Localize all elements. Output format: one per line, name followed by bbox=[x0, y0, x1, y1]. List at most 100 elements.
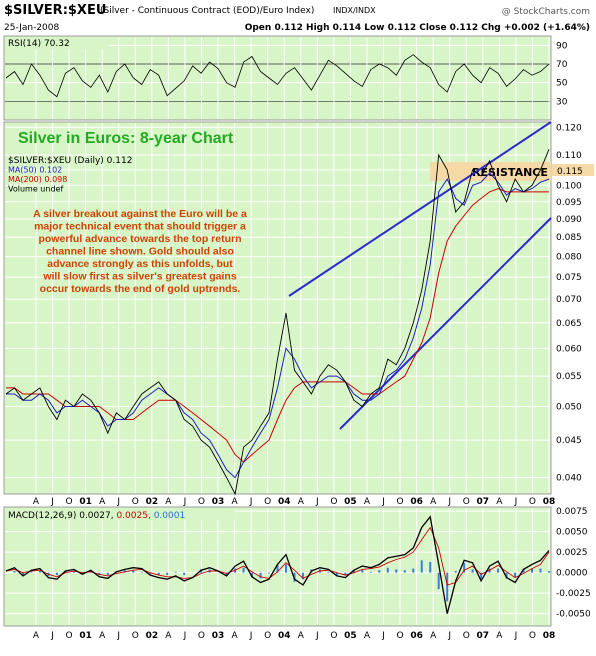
x-axis-label: J bbox=[50, 497, 54, 507]
x-axis-label: O bbox=[529, 631, 536, 641]
x-axis-label: 01 bbox=[79, 631, 92, 641]
annotation-line: advance strongly as this unfolds, but bbox=[47, 258, 233, 270]
x-axis-label: A bbox=[364, 631, 371, 641]
legend-entry: Volume undef bbox=[8, 185, 63, 194]
macd-tick-label: -0.0025 bbox=[556, 589, 591, 599]
x-axis-label: O bbox=[463, 497, 470, 507]
x-axis-label: O bbox=[397, 631, 404, 641]
x-axis-label: A bbox=[33, 497, 40, 507]
macd-label: MACD(12,26,9) 0.0027, 0.0025, 0.0001 bbox=[8, 511, 185, 521]
x-axis-label: A bbox=[231, 631, 238, 641]
x-axis-label: 05 bbox=[344, 497, 357, 507]
ma50-line bbox=[6, 172, 550, 479]
x-axis-label: J bbox=[315, 497, 319, 507]
price-tick-label: 0.055 bbox=[556, 372, 582, 382]
price-tick-label: 0.085 bbox=[556, 233, 582, 243]
x-axis-label: J bbox=[447, 631, 451, 641]
x-axis-label: 01 bbox=[79, 497, 92, 507]
legend-entry: MA(50) 0.102 bbox=[8, 166, 62, 175]
annotation-text: A silver breakout against the Euro will … bbox=[33, 208, 247, 295]
price-tick-label: 0.065 bbox=[556, 319, 582, 329]
macd-hist-value: 0.0001 bbox=[154, 511, 186, 521]
x-axis-label: A bbox=[298, 631, 305, 641]
rsi-panel-bg bbox=[3, 35, 552, 121]
price-tick-label: 0.075 bbox=[556, 273, 582, 283]
annotation-line: A silver breakout against the Euro will … bbox=[33, 208, 247, 220]
x-axis-label: O bbox=[198, 631, 205, 641]
price-tick-label: 0.070 bbox=[556, 295, 582, 305]
rsi-tick-label: 70 bbox=[556, 60, 568, 70]
x-axis-label: 08 bbox=[543, 497, 556, 507]
rsi-tick-labels: 90 70 50 30 bbox=[556, 41, 568, 107]
x-axis-label: O bbox=[463, 631, 470, 641]
price-tick-label: 0.045 bbox=[556, 436, 582, 446]
chart-symbol: $SILVER:$XEU bbox=[4, 3, 106, 18]
price-tick-label: 0.060 bbox=[556, 344, 582, 354]
x-axis-top: A J O 01 A J O 02 A J O 03 A J O 04 A J O 05 A J O 06 A J O 07 A J O 08 bbox=[33, 497, 555, 507]
x-axis-label: A bbox=[496, 631, 503, 641]
price-tick-label: 0.040 bbox=[556, 474, 582, 484]
price-tick-label: 0.110 bbox=[556, 151, 582, 161]
legend-entry: $SILVER:$XEU (Daily) 0.112 bbox=[8, 156, 132, 166]
rsi-tick-label: 30 bbox=[556, 97, 568, 107]
x-axis-label: J bbox=[381, 497, 385, 507]
legend-entry: MA(200) 0.098 bbox=[8, 175, 67, 184]
ma200-line bbox=[6, 188, 549, 463]
x-axis-label: 06 bbox=[410, 631, 423, 641]
x-axis-label: O bbox=[397, 497, 404, 507]
macd-tick-label: 0.0000 bbox=[556, 569, 588, 579]
price-tick-label: 0.100 bbox=[556, 181, 582, 191]
x-axis-label: A bbox=[364, 497, 371, 507]
x-axis-label: A bbox=[99, 497, 106, 507]
annotation-line: major technical event that should trigge… bbox=[34, 221, 246, 233]
price-tick-label: 0.120 bbox=[556, 123, 582, 133]
x-axis-label: A bbox=[33, 631, 40, 641]
macd-tick-label: 0.0050 bbox=[556, 528, 588, 538]
current-price-label: 0.115 bbox=[557, 167, 583, 177]
x-axis-label: 06 bbox=[410, 497, 423, 507]
resistance-band bbox=[430, 162, 551, 181]
chart-date: 25-Jan-2008 bbox=[4, 23, 60, 33]
x-axis-label: J bbox=[514, 497, 518, 507]
x-axis-label: J bbox=[315, 631, 319, 641]
chart-exchange: INDX/INDX bbox=[333, 6, 376, 15]
x-axis-label: A bbox=[99, 631, 106, 641]
x-axis-label: 07 bbox=[477, 497, 490, 507]
macd-tick-label: -0.0050 bbox=[556, 610, 591, 620]
x-axis-label: 07 bbox=[477, 631, 490, 641]
annotation-line: channel line shown. Gold should also bbox=[46, 246, 234, 258]
price-tick-label: 0.050 bbox=[556, 402, 582, 412]
price-tick-labels: 0.1200.1100.1050.1000.0950.0900.0850.080… bbox=[556, 123, 582, 483]
x-axis-label: A bbox=[165, 631, 172, 641]
x-axis-label: O bbox=[66, 497, 73, 507]
annotation-line: occur towards the end of gold uptrends. bbox=[40, 283, 241, 295]
chart-description: (Silver - Continuous Contract (EOD)/Euro… bbox=[100, 6, 314, 16]
x-axis-label: J bbox=[183, 497, 187, 507]
rsi-label-bg bbox=[5, 37, 109, 49]
x-axis-label: A bbox=[231, 497, 238, 507]
x-axis-label: 08 bbox=[543, 631, 556, 641]
macd-tick-label: 0.0075 bbox=[556, 507, 588, 517]
x-axis-label: O bbox=[132, 631, 139, 641]
x-axis-label: O bbox=[264, 497, 271, 507]
resistance-label: RESISTANCE bbox=[472, 166, 548, 179]
macd-label-bg bbox=[5, 508, 235, 520]
x-axis-label: 02 bbox=[146, 497, 159, 507]
x-axis-label: 03 bbox=[212, 497, 225, 507]
x-axis-label: J bbox=[116, 497, 120, 507]
macd-signal-line bbox=[5, 526, 550, 586]
x-axis-label: A bbox=[165, 497, 172, 507]
x-axis-label: O bbox=[198, 497, 205, 507]
chart-title: Silver in Euros: 8-year Chart bbox=[18, 130, 234, 147]
x-axis-label: O bbox=[264, 631, 271, 641]
x-axis-label: 03 bbox=[212, 631, 225, 641]
brand-label: @ StockCharts.com bbox=[502, 7, 590, 17]
annotation-line: powerful advance towards the top return bbox=[38, 233, 241, 245]
x-axis-label: J bbox=[116, 631, 120, 641]
rsi-tick-label: 90 bbox=[556, 41, 568, 51]
rsi-label: RSI(14) 70.32 bbox=[8, 39, 70, 49]
price-tick-label: 0.090 bbox=[556, 215, 582, 225]
current-price-tag bbox=[552, 164, 594, 176]
x-axis-label: J bbox=[183, 631, 187, 641]
